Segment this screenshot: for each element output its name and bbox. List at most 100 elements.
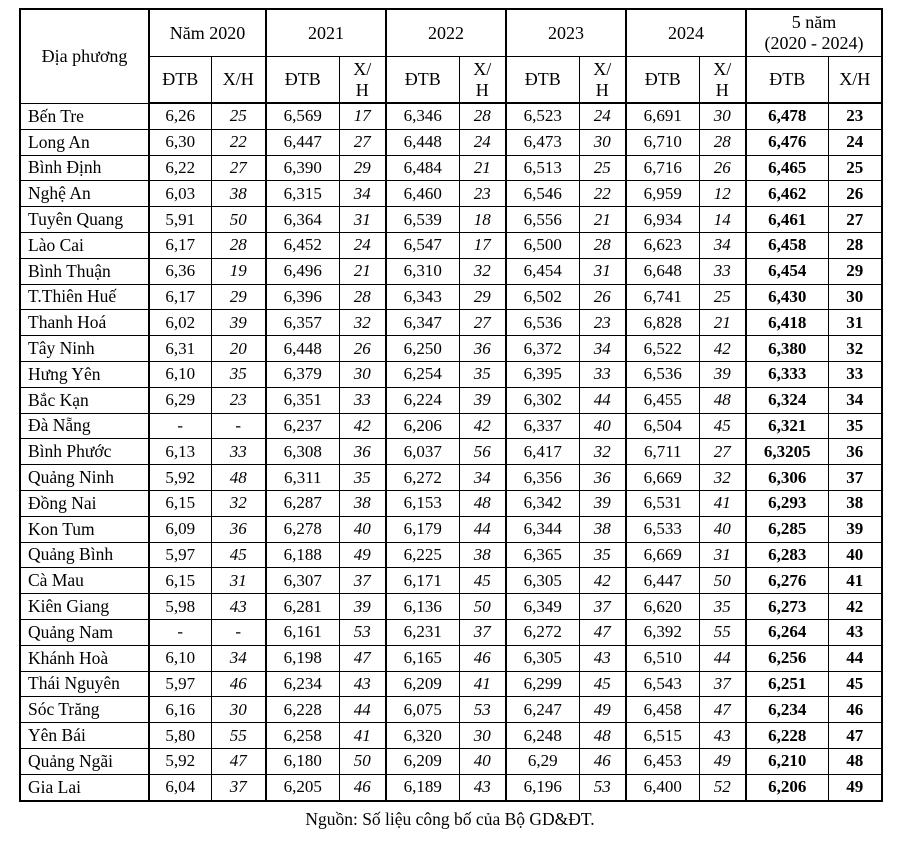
dtb-subheader: ĐTB xyxy=(505,56,580,104)
table-row: Long An 6,30 22 6,447 27 6,448 24 6,473 30 6,710 2… xyxy=(19,128,883,156)
xh-subheader: X/H xyxy=(210,56,267,104)
dtb-value: 6,037 xyxy=(385,438,460,466)
dtb-value: 6,351 xyxy=(265,386,340,414)
dtb-value: 6,465 xyxy=(745,154,829,182)
xh-rank: 47 xyxy=(210,747,267,775)
xh-rank: 27 xyxy=(210,154,267,182)
dtb-value: 6,828 xyxy=(625,309,700,337)
dtb-value: 6,379 xyxy=(265,360,340,388)
dtb-value: 6,458 xyxy=(745,231,829,259)
xh-rank: 52 xyxy=(698,773,747,802)
dtb-value: 6,272 xyxy=(385,464,460,491)
xh-rank: 37 xyxy=(210,773,267,802)
dtb-value: 6,333 xyxy=(745,360,829,388)
xh-rank: 46 xyxy=(338,773,387,802)
xh-rank: 24 xyxy=(458,128,507,156)
xh-rank: 36 xyxy=(210,515,267,543)
xh-rank: 31 xyxy=(698,541,747,569)
dtb-value: 6,305 xyxy=(505,567,580,595)
xh-rank: 36 xyxy=(827,438,883,466)
xh-rank: 37 xyxy=(827,464,883,491)
xh-rank: 30 xyxy=(458,722,507,749)
table-row: Gia Lai 6,04 37 6,205 46 6,189 43 6,196 53 6,400 5… xyxy=(19,773,883,802)
dtb-value: 6,536 xyxy=(505,309,580,337)
xh-rank: 46 xyxy=(210,670,267,698)
province-name: Sóc Trăng xyxy=(19,696,150,724)
xh-rank: 22 xyxy=(210,128,267,156)
header-title-row: Địa phương Năm 2020 2021 2022 2023 2024 5 năm(… xyxy=(19,8,883,104)
xh-rank: 39 xyxy=(458,386,507,414)
dtb-value: 6,547 xyxy=(385,231,460,259)
dtb-value: 6,500 xyxy=(505,231,580,259)
xh-rank: - xyxy=(210,412,267,440)
dtb-value: 6,669 xyxy=(625,464,700,491)
dtb-value: 6,380 xyxy=(745,335,829,362)
xh-rank: 39 xyxy=(578,489,627,517)
dtb-value: 6,934 xyxy=(625,206,700,233)
dtb-value: 6,484 xyxy=(385,154,460,182)
xh-rank: 38 xyxy=(458,541,507,569)
xh-rank: 42 xyxy=(698,335,747,362)
xh-rank: 21 xyxy=(578,206,627,233)
xh-rank: 27 xyxy=(338,128,387,156)
dtb-value: 6,075 xyxy=(385,696,460,724)
xh-rank: 26 xyxy=(827,180,883,208)
xh-rank: 32 xyxy=(698,464,747,491)
table-row: Quảng Ninh 5,92 48 6,311 35 6,272 34 6,356 36 6,6… xyxy=(19,464,883,491)
xh-rank: 25 xyxy=(578,154,627,182)
dtb-value: 6,165 xyxy=(385,644,460,672)
dtb-value: 6,337 xyxy=(505,412,580,440)
xh-rank: 19 xyxy=(210,257,267,285)
dtb-value: 6,273 xyxy=(745,593,829,620)
xh-rank: 37 xyxy=(578,593,627,620)
dtb-subheader: ĐTB xyxy=(385,56,460,104)
province-name: Yên Bái xyxy=(19,722,150,749)
xh-rank: 47 xyxy=(338,644,387,672)
xh-rank: 28 xyxy=(827,231,883,259)
xh-rank: 24 xyxy=(338,231,387,259)
table-row: Sóc Trăng 6,16 30 6,228 44 6,075 53 6,247 49 6,45… xyxy=(19,696,883,724)
dtb-value: 6,515 xyxy=(625,722,700,749)
xh-rank: 25 xyxy=(827,154,883,182)
dtb-value: 6,356 xyxy=(505,464,580,491)
xh-rank: 37 xyxy=(698,670,747,698)
province-name: Thái Nguyên xyxy=(19,670,150,698)
province-name: Quảng Ngãi xyxy=(19,747,150,775)
xh-rank: 55 xyxy=(210,722,267,749)
xh-rank: 36 xyxy=(338,438,387,466)
xh-rank: 39 xyxy=(338,593,387,620)
xh-rank: 29 xyxy=(210,283,267,311)
dtb-value: 6,531 xyxy=(625,489,700,517)
xh-rank: 46 xyxy=(827,696,883,724)
dtb-value: 6,307 xyxy=(265,567,340,595)
xh-rank: 48 xyxy=(827,747,883,775)
dtb-value: 6,324 xyxy=(745,386,829,414)
xh-rank: 23 xyxy=(827,102,883,130)
table-row: Kiên Giang 5,98 43 6,281 39 6,136 50 6,349 37 6,6… xyxy=(19,593,883,620)
dtb-value: 6,357 xyxy=(265,309,340,337)
dtb-value: 6,234 xyxy=(745,696,829,724)
dtb-value: 6,17 xyxy=(148,283,212,311)
xh-rank: 49 xyxy=(338,541,387,569)
xh-rank: 53 xyxy=(578,773,627,802)
xh-rank: 30 xyxy=(698,102,747,130)
table-row: Tuyên Quang 5,91 50 6,364 31 6,539 18 6,556 21 6,… xyxy=(19,206,883,233)
province-name: Khánh Hoà xyxy=(19,644,150,672)
dtb-value: 6,03 xyxy=(148,180,212,208)
xh-rank: 21 xyxy=(338,257,387,285)
dtb-value: 6,546 xyxy=(505,180,580,208)
xh-rank: 41 xyxy=(698,489,747,517)
dtb-value: 6,276 xyxy=(745,567,829,595)
xh-rank: 50 xyxy=(698,567,747,595)
dtb-value: 6,447 xyxy=(265,128,340,156)
dtb-value: 6,669 xyxy=(625,541,700,569)
xh-rank: 31 xyxy=(578,257,627,285)
dtb-value: 6,417 xyxy=(505,438,580,466)
dtb-subheader: ĐTB xyxy=(148,56,212,104)
dtb-value: 6,196 xyxy=(505,773,580,802)
xh-rank: 34 xyxy=(338,180,387,208)
table-row: Tây Ninh 6,31 20 6,448 26 6,250 36 6,372 34 6,522… xyxy=(19,335,883,362)
table-row: Khánh Hoà 6,10 34 6,198 47 6,165 46 6,305 43 6,51… xyxy=(19,644,883,672)
dtb-value: 6,210 xyxy=(745,747,829,775)
xh-rank: 38 xyxy=(578,515,627,543)
